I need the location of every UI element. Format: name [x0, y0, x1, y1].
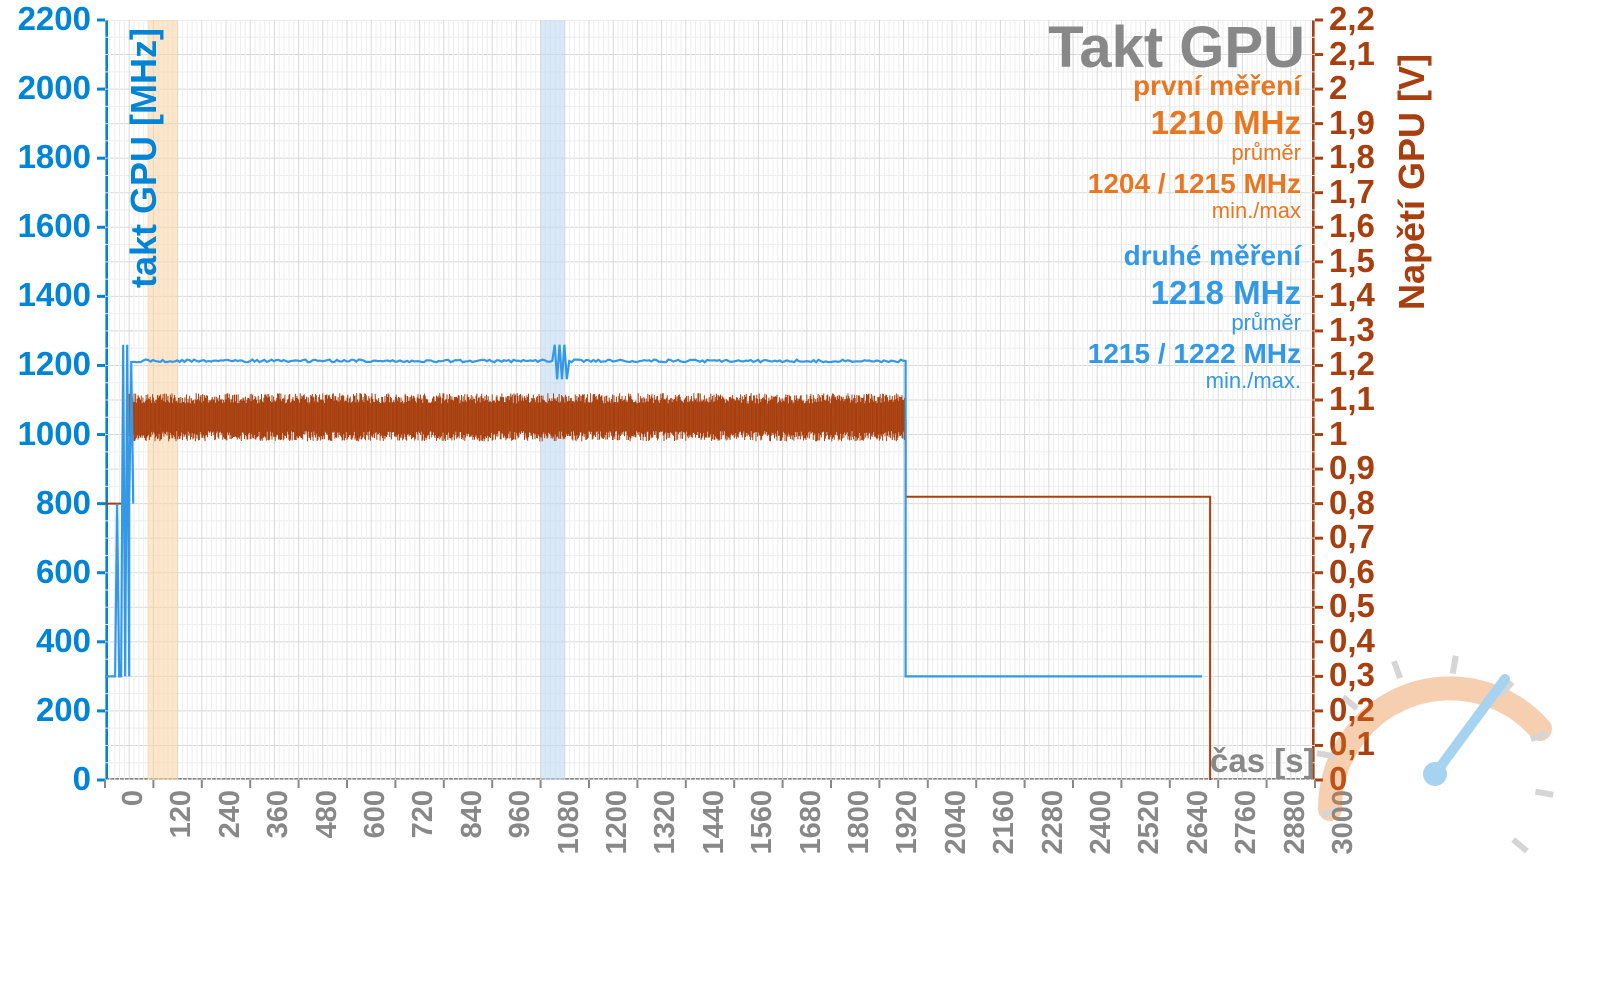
x-tick-label: 1320 [649, 790, 682, 880]
y-left-axis-title: takt GPU [MHz] [123, 28, 165, 288]
stat-minmax-sub: min./max [921, 198, 1301, 224]
y-left-tick-label: 1200 [0, 345, 91, 383]
y-left-tick-label: 2200 [0, 0, 91, 38]
y-right-tick-label: 0,7 [1329, 518, 1375, 556]
x-tick-label: 1560 [746, 790, 779, 880]
x-tick-label: 600 [359, 790, 392, 880]
x-tick-label: 240 [214, 790, 247, 880]
stat-avg: 1210 MHz [921, 104, 1301, 142]
y-right-tick-label: 1,8 [1329, 138, 1375, 176]
stat-label: druhé měření [921, 240, 1301, 272]
x-tick-label: 960 [504, 790, 537, 880]
y-right-tick-label: 1,4 [1329, 276, 1375, 314]
x-tick-label: 480 [311, 790, 344, 880]
y-left-tick-label: 600 [0, 553, 91, 591]
stat-avg-sub: průměr [921, 310, 1301, 336]
y-right-tick-label: 1,9 [1329, 104, 1375, 142]
stat-avg-sub: průměr [921, 140, 1301, 166]
x-tick-label: 1920 [891, 790, 924, 880]
y-right-tick-label: 1 [1329, 415, 1347, 453]
x-tick-label: 2520 [1133, 790, 1166, 880]
y-right-tick-label: 0,8 [1329, 484, 1375, 522]
y-right-tick-label: 1,6 [1329, 207, 1375, 245]
y-right-tick-label: 1,2 [1329, 345, 1375, 383]
stat-avg: 1218 MHz [921, 274, 1301, 312]
x-tick-label: 2040 [940, 790, 973, 880]
x-tick-label: 2640 [1182, 790, 1215, 880]
x-tick-label: 2280 [1037, 790, 1070, 880]
y-left-tick-label: 400 [0, 622, 91, 660]
y-left-tick-label: 0 [0, 760, 91, 798]
y-right-tick-label: 1,3 [1329, 311, 1375, 349]
gpu-clock-chart: 0200400600800100012001400160018002000220… [0, 0, 1600, 999]
x-tick-label: 1800 [843, 790, 876, 880]
y-left-tick-label: 2000 [0, 69, 91, 107]
x-tick-label: 2160 [988, 790, 1021, 880]
x-tick-label: 360 [262, 790, 295, 880]
y-right-tick-label: 1,1 [1329, 380, 1375, 418]
x-tick-label: 1200 [601, 790, 634, 880]
x-tick-label: 2400 [1085, 790, 1118, 880]
y-left-tick-label: 1800 [0, 138, 91, 176]
y-right-tick-label: 0,9 [1329, 449, 1375, 487]
x-tick-label: 840 [456, 790, 489, 880]
y-left-tick-label: 1400 [0, 276, 91, 314]
y-right-axis-title: Napětí GPU [V] [1391, 54, 1433, 310]
stat-minmax: 1204 / 1215 MHz [921, 168, 1301, 200]
x-tick-label: 1440 [698, 790, 731, 880]
x-tick-label: 1680 [795, 790, 828, 880]
y-right-tick-label: 2 [1329, 69, 1347, 107]
y-left-tick-label: 800 [0, 484, 91, 522]
y-right-tick-label: 0,6 [1329, 553, 1375, 591]
x-tick-label: 120 [165, 790, 198, 880]
x-tick-label: 720 [407, 790, 440, 880]
x-tick-label: 0 [117, 790, 150, 880]
y-right-tick-label: 1,7 [1329, 173, 1375, 211]
x-tick-label: 1080 [553, 790, 586, 880]
y-right-tick-label: 2,2 [1329, 0, 1375, 38]
y-left-tick-label: 200 [0, 691, 91, 729]
y-right-tick-label: 1,5 [1329, 242, 1375, 280]
y-left-tick-label: 1000 [0, 415, 91, 453]
pctuning-watermark [1270, 599, 1590, 859]
stat-minmax-sub: min./max. [921, 368, 1301, 394]
stat-label: první měření [921, 70, 1301, 102]
x-tick-label: 2760 [1230, 790, 1263, 880]
y-left-tick-label: 1600 [0, 207, 91, 245]
stat-minmax: 1215 / 1222 MHz [921, 338, 1301, 370]
y-right-tick-label: 2,1 [1329, 35, 1375, 73]
